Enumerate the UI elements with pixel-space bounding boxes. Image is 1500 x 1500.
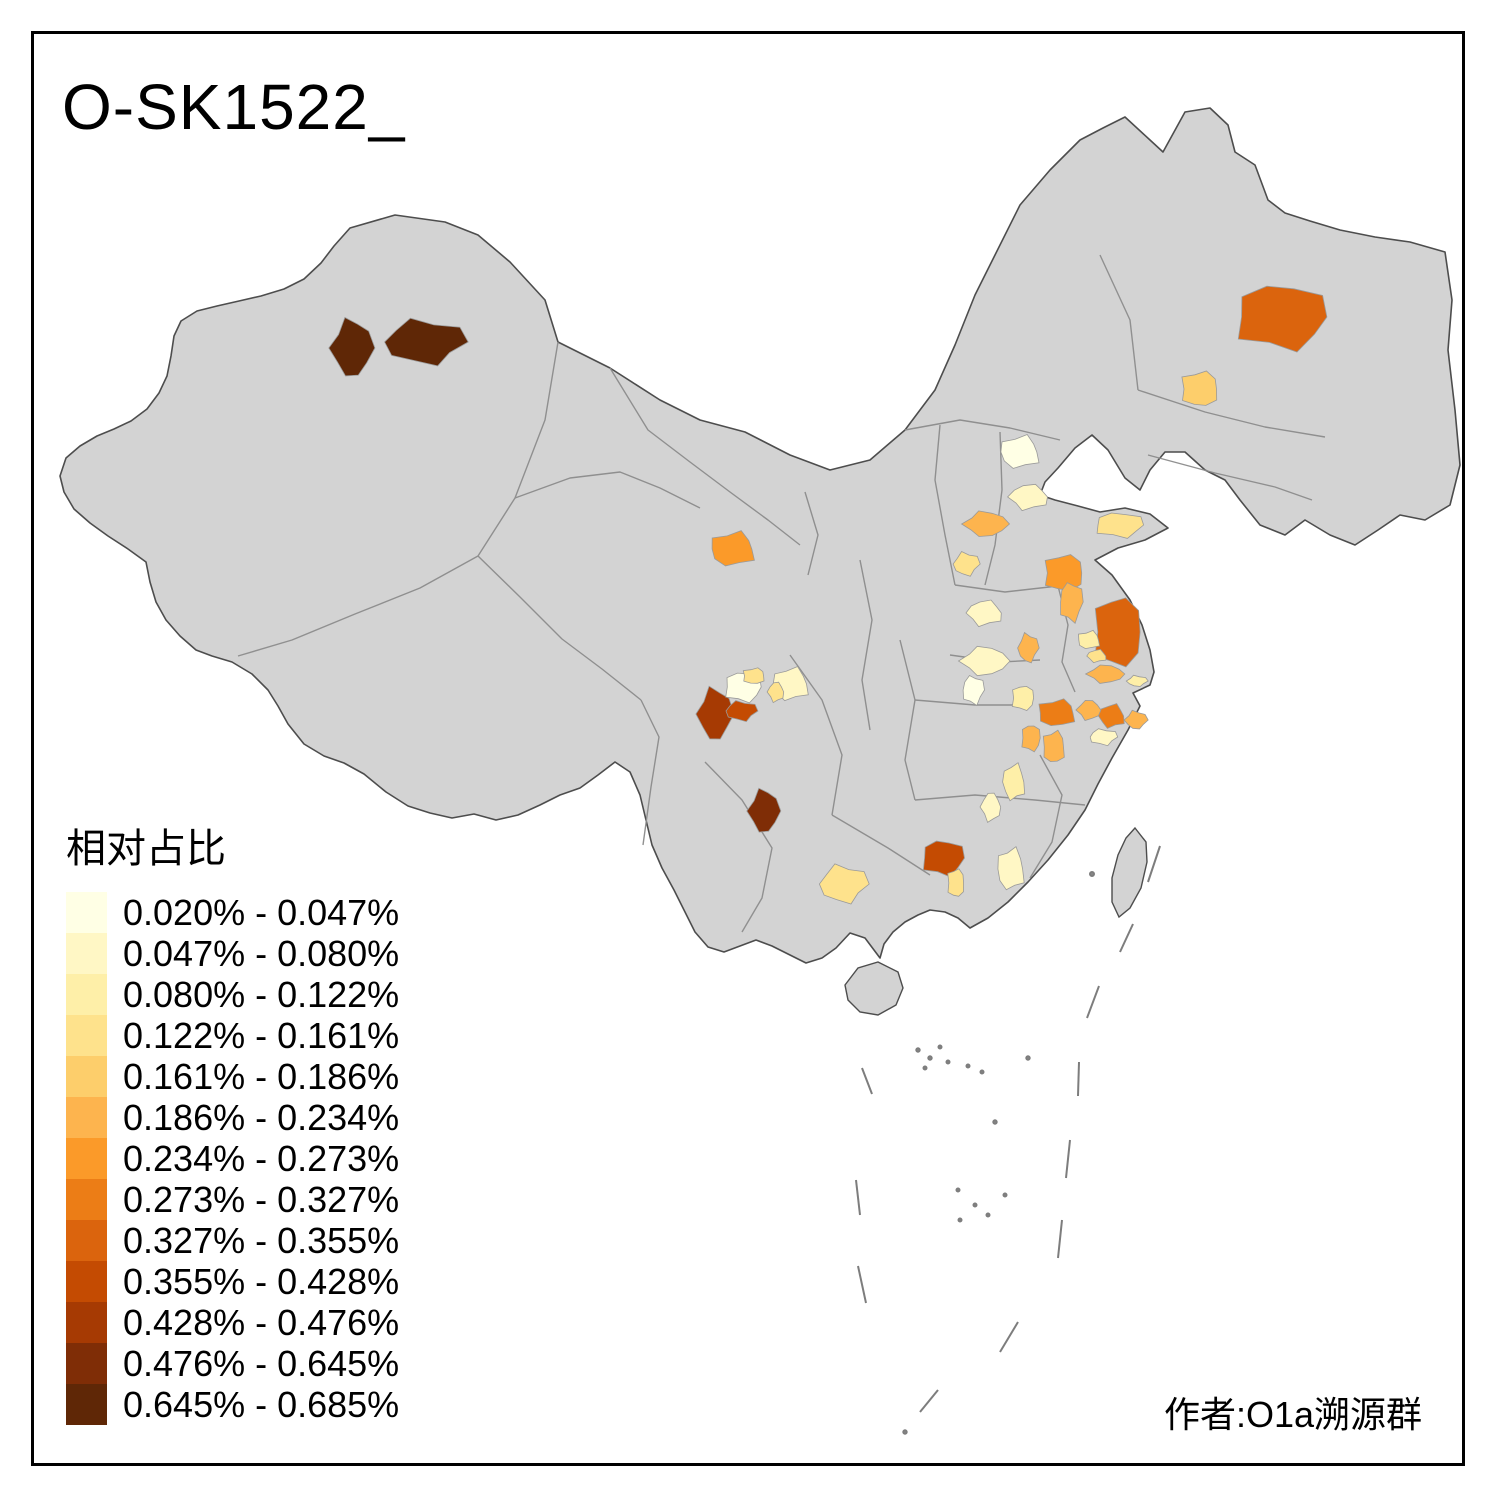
map-regions-layer (328, 285, 1328, 905)
legend-swatch (66, 974, 107, 1015)
map-region-r19 (1084, 664, 1126, 684)
map-region-r02 (384, 317, 469, 367)
legend-item: 0.161% - 0.186% (66, 1056, 399, 1097)
attribution: 作者:O1a溯源群 (1163, 1394, 1422, 1435)
map-region-r29 (1042, 729, 1065, 763)
legend-item-label: 0.355% - 0.428% (123, 1260, 400, 1302)
map-region-r22 (1011, 685, 1035, 711)
legend-item-label: 0.428% - 0.476% (123, 1301, 400, 1343)
page-title: O-SK1522_ (62, 71, 406, 143)
plot-frame (31, 31, 1465, 1466)
legend-swatch (66, 1138, 107, 1179)
map-region-r28 (1021, 725, 1041, 753)
legend-item: 0.122% - 0.161% (66, 1015, 399, 1056)
legend-item-label: 0.080% - 0.122% (123, 973, 400, 1015)
map-region-r37 (766, 681, 785, 704)
map-region-r03 (1237, 285, 1328, 353)
map-region-r15 (1060, 582, 1084, 625)
map-region-r05 (1000, 434, 1040, 469)
map-region-r26 (1123, 709, 1149, 730)
legend-item: 0.355% - 0.428% (66, 1261, 399, 1302)
legend-swatch (66, 892, 107, 933)
legend-item-label: 0.047% - 0.080% (123, 932, 400, 974)
legend-item: 0.645% - 0.685% (66, 1384, 399, 1425)
map-region-r12 (965, 599, 1002, 628)
map-region-r23 (1038, 698, 1076, 727)
map-region-r11 (711, 530, 755, 567)
map-region-r33 (725, 700, 759, 723)
map-region-r18 (1086, 648, 1107, 664)
map-region-r16 (1094, 597, 1141, 668)
map-region-r39 (818, 863, 870, 905)
taiwan-island (1111, 826, 1148, 919)
legend-item: 0.273% - 0.327% (66, 1179, 399, 1220)
legend-item-label: 0.234% - 0.273% (123, 1137, 400, 1179)
map-region-r01 (328, 316, 376, 377)
map-region-r17 (1078, 629, 1101, 650)
map-region-r13 (957, 645, 1011, 677)
legend: 相对占比 0.020% - 0.047% 0.047% - 0.080% 0.080… (66, 816, 399, 1425)
legend-swatch (66, 1261, 107, 1302)
map-region-r21 (962, 674, 985, 707)
map-region-r32 (695, 685, 735, 740)
legend-swatch (66, 1220, 107, 1261)
map-region-r20 (1125, 674, 1149, 687)
map-region-r07 (960, 510, 1011, 537)
legend-items: 0.020% - 0.047% 0.047% - 0.080% 0.080% - 0… (66, 892, 399, 1425)
legend-swatch (66, 1097, 107, 1138)
legend-item: 0.476% - 0.645% (66, 1343, 399, 1384)
legend-swatch (66, 1343, 107, 1384)
map-region-r09 (1096, 512, 1145, 539)
map-region-r41 (947, 868, 965, 897)
legend-swatch (66, 1302, 107, 1343)
map-region-r42 (997, 846, 1025, 891)
map-region-r31 (979, 792, 1002, 824)
legend-item: 0.020% - 0.047% (66, 892, 399, 933)
map-region-r06 (1006, 483, 1048, 512)
legend-item-label: 0.186% - 0.234% (123, 1096, 400, 1138)
legend-swatch (66, 1015, 107, 1056)
legend-item-label: 0.122% - 0.161% (123, 1014, 400, 1056)
map-region-r04 (1181, 370, 1218, 406)
map-region-r35 (742, 667, 765, 684)
legend-item: 0.327% - 0.355% (66, 1220, 399, 1261)
legend-item: 0.428% - 0.476% (66, 1302, 399, 1343)
map-region-r30 (1002, 762, 1026, 802)
map-region-r08 (952, 550, 981, 577)
map-region-r27 (1089, 728, 1119, 747)
map-region-r38 (746, 787, 782, 833)
south-china-sea-marks (855, 845, 1161, 1435)
map-region-r14 (1017, 631, 1040, 664)
hainan-island (844, 961, 904, 1016)
legend-item-label: 0.645% - 0.685% (123, 1383, 400, 1425)
legend-swatch (66, 933, 107, 974)
legend-swatch (66, 1384, 107, 1425)
legend-swatch (66, 1056, 107, 1097)
legend-item-label: 0.327% - 0.355% (123, 1219, 400, 1261)
legend-title: 相对占比 (66, 827, 226, 871)
legend-item: 0.080% - 0.122% (66, 974, 399, 1015)
legend-item-label: 0.020% - 0.047% (123, 891, 400, 933)
legend-item: 0.186% - 0.234% (66, 1097, 399, 1138)
map-region-r10 (1044, 554, 1083, 592)
legend-item-label: 0.161% - 0.186% (123, 1055, 400, 1097)
legend-item-label: 0.476% - 0.645% (123, 1342, 400, 1384)
legend-item: 0.047% - 0.080% (66, 933, 399, 974)
map-region-r25 (1075, 699, 1102, 721)
legend-item-label: 0.273% - 0.327% (123, 1178, 400, 1220)
legend-item: 0.234% - 0.273% (66, 1138, 399, 1179)
legend-swatch (66, 1179, 107, 1220)
